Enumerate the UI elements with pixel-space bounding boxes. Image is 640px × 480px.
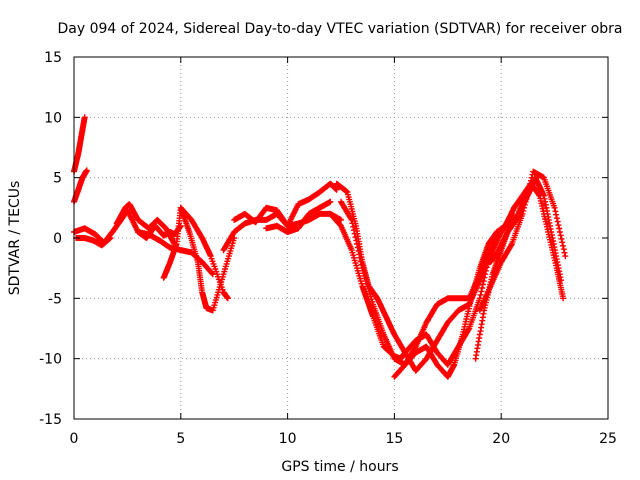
data-point-markers	[263, 198, 334, 235]
series-track-18	[487, 180, 537, 266]
chart-title: Day 094 of 2024, Sidereal Day-to-day VTE…	[57, 21, 622, 37]
data-marks	[71, 114, 569, 380]
x-tick-label: 5	[176, 431, 185, 447]
y-tick-label: 15	[44, 50, 62, 66]
y-axis-label: SDTVAR / TECUs	[7, 181, 23, 296]
series-track-7	[160, 204, 231, 302]
y-tick-label: -5	[48, 291, 62, 307]
series-track-8	[177, 204, 238, 314]
data-point-markers	[177, 204, 238, 314]
data-point-markers	[487, 180, 537, 266]
y-axis-ticks: -15 -10 -5 0 5 10 15	[39, 50, 608, 428]
y-tick-label: 0	[53, 231, 62, 247]
x-axis-ticks: 0 5 10 15 20 25	[70, 57, 617, 447]
x-tick-label: 10	[279, 431, 297, 447]
x-tick-label: 15	[385, 431, 403, 447]
y-tick-label: -15	[39, 412, 62, 428]
series-track-10	[231, 180, 340, 229]
x-tick-label: 20	[492, 431, 510, 447]
y-tick-label: 5	[53, 171, 62, 187]
series-track-11	[263, 198, 334, 235]
x-tick-label: 25	[599, 431, 617, 447]
y-tick-label: -10	[39, 352, 62, 368]
data-point-markers	[160, 204, 231, 302]
x-tick-label: 0	[70, 431, 79, 447]
x-axis-label: GPS time / hours	[281, 459, 398, 475]
y-tick-label: 10	[44, 110, 62, 126]
data-point-markers	[231, 180, 340, 229]
